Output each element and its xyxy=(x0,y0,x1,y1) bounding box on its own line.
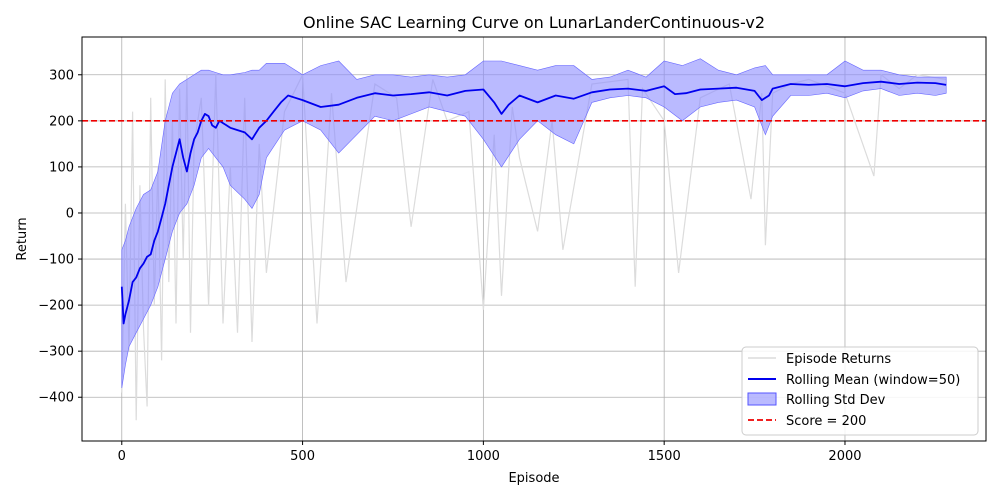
x-tick-label: 1500 xyxy=(648,449,681,464)
legend-label-std: Rolling Std Dev xyxy=(786,393,886,408)
y-axis-ticks: −400 −300 −200 −100 0 100 200 300 xyxy=(38,68,82,406)
series-layer xyxy=(82,58,986,421)
y-tick-label: −300 xyxy=(38,345,74,360)
series-rolling-mean xyxy=(120,80,947,325)
y-tick-label: 100 xyxy=(49,160,74,175)
legend-label-raw: Episode Returns xyxy=(786,352,891,367)
legend-label-threshold: Score = 200 xyxy=(786,414,866,429)
y-axis-label: Return xyxy=(15,217,30,260)
y-tick-label: −400 xyxy=(38,391,74,406)
x-axis-label: Episode xyxy=(508,471,559,486)
x-tick-label: 0 xyxy=(118,449,126,464)
y-tick-label: −200 xyxy=(38,299,74,314)
y-tick-label: 0 xyxy=(66,206,74,221)
y-tick-label: −100 xyxy=(38,253,74,268)
legend-swatch-std xyxy=(747,392,777,406)
plot-frame xyxy=(81,36,987,442)
legend-box xyxy=(741,346,979,436)
x-tick-label: 2000 xyxy=(828,449,861,464)
x-tick-label: 1000 xyxy=(467,449,500,464)
x-tick-label: 500 xyxy=(290,449,315,464)
series-rolling-std-band xyxy=(121,58,947,389)
legend: Episode Returns Rolling Mean (window=50)… xyxy=(741,346,979,436)
legend-label-mean: Rolling Mean (window=50) xyxy=(786,373,960,388)
chart-title: Online SAC Learning Curve on LunarLander… xyxy=(303,13,765,32)
y-tick-label: 200 xyxy=(49,114,74,129)
x-axis-ticks: 0 500 1000 1500 2000 xyxy=(118,441,862,464)
y-tick-label: 300 xyxy=(49,68,74,83)
